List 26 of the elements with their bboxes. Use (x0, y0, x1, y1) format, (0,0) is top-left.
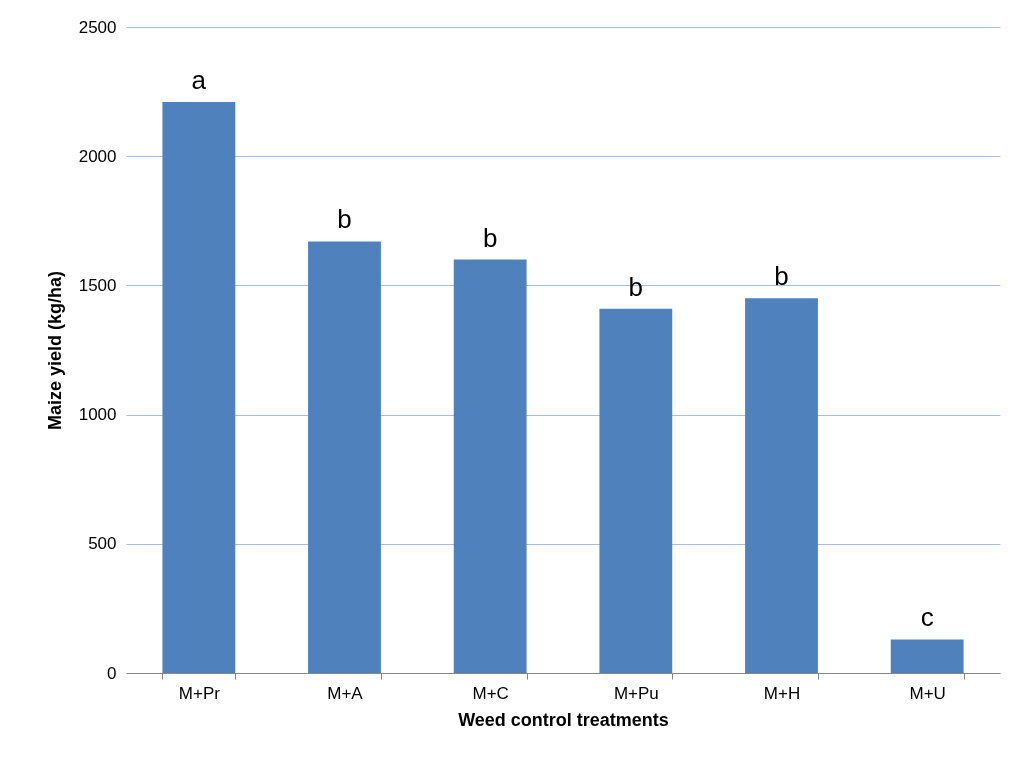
y-axis-title: Maize yield (kg/ha) (44, 270, 65, 431)
annotation: c (920, 602, 934, 633)
bar (745, 298, 818, 673)
x-tick-label: M+Pr (178, 683, 221, 703)
x-tick-label: M+C (472, 683, 509, 703)
x-tick-label: M+U (909, 683, 946, 703)
bar (162, 101, 236, 673)
y-tick-label: 1000 (78, 405, 117, 425)
bar (599, 308, 673, 673)
y-tick-label: 500 (88, 534, 117, 554)
y-tick-label: 0 (107, 663, 117, 683)
x-tick-label: M+A (327, 683, 364, 703)
x-tick-label: M+H (763, 683, 801, 703)
annotation: b (337, 204, 352, 235)
bar (890, 639, 964, 673)
annotation: b (774, 261, 789, 292)
bar (308, 241, 381, 673)
bar (453, 259, 527, 673)
x-tick-label: M+Pu (613, 683, 659, 703)
y-tick-label: 2000 (78, 146, 117, 166)
x-axis-title: Weed control treatments (458, 709, 669, 730)
annotation: a (191, 64, 207, 95)
y-tick-label: 2500 (78, 17, 117, 37)
annotation: b (482, 222, 498, 253)
y-tick-label: 1500 (78, 275, 117, 295)
annotation: b (628, 271, 644, 302)
